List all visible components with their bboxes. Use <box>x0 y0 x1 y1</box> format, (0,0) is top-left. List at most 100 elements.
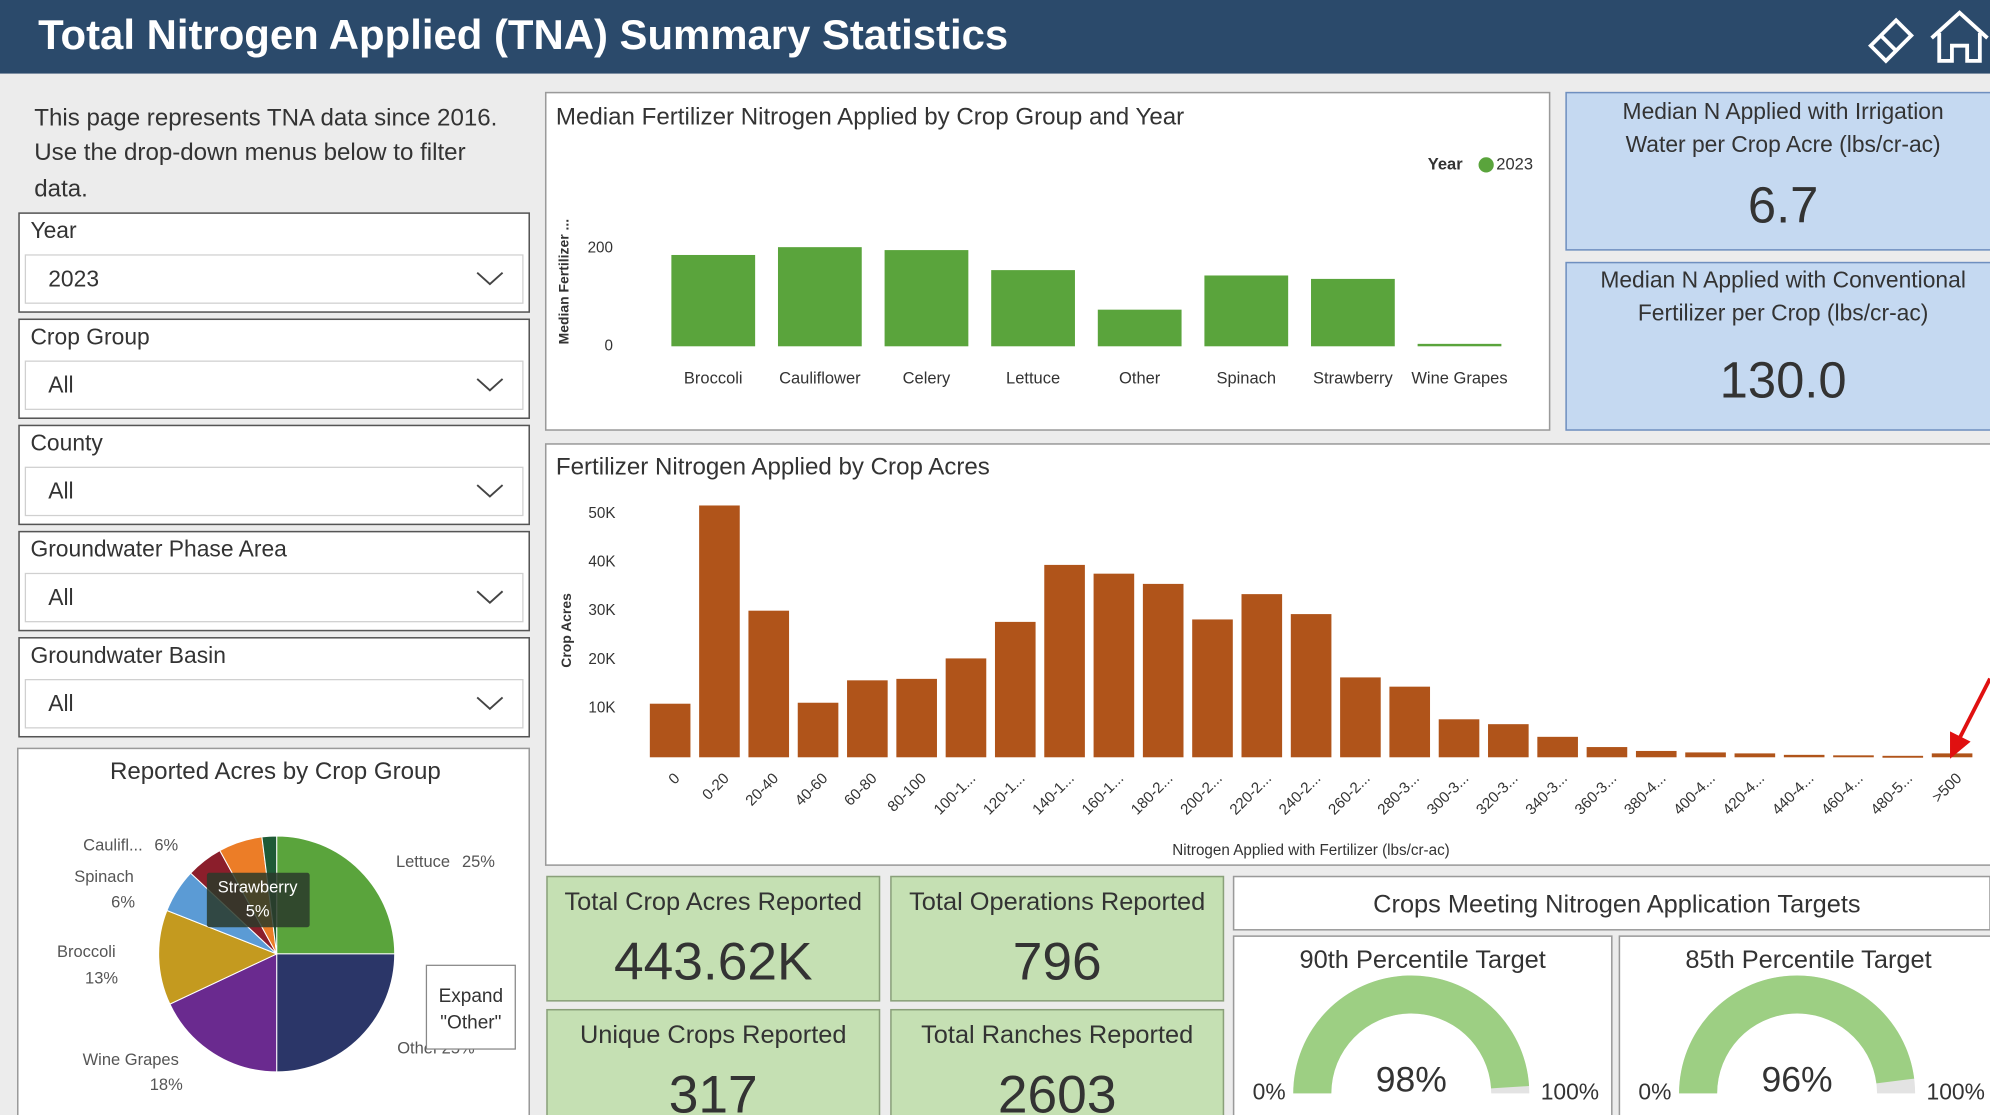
bar <box>1340 677 1381 758</box>
page-title: Total Nitrogen Applied (TNA) Summary Sta… <box>38 11 1008 58</box>
slice-value-label: 25% <box>462 853 495 871</box>
gauge-value-arc <box>1679 975 1915 1094</box>
kpi-card <box>1565 261 1990 431</box>
bar <box>1311 278 1395 347</box>
bar <box>1488 724 1529 758</box>
slice-value-label: 6% <box>111 894 135 912</box>
y-tick-label: 40K <box>588 553 615 570</box>
x-tick-label: Spinach <box>1216 370 1276 388</box>
chart-title: Fertilizer Nitrogen Applied by Crop Acre… <box>556 453 990 480</box>
x-tick-label: Celery <box>903 370 951 388</box>
gauge-min-label: 0% <box>1253 1078 1286 1104</box>
bar <box>1142 583 1184 758</box>
red-arrow <box>1950 677 1990 759</box>
expand-text: "Other" <box>440 1013 501 1034</box>
y-axis-label: Crop Acres <box>558 593 574 668</box>
home-icon[interactable] <box>1930 10 1989 63</box>
gauge-title: 90th Percentile Target <box>1300 946 1546 974</box>
x-tick-label: Cauliflower <box>779 370 861 388</box>
gauge-title-box <box>1232 875 1990 931</box>
bar <box>1586 747 1628 758</box>
slice-label: Broccoli <box>57 943 116 961</box>
bar <box>1389 686 1431 758</box>
total-card <box>546 1008 881 1115</box>
bar <box>1833 755 1874 758</box>
gauge-group-title: Crops Meeting Nitrogen Application Targe… <box>1373 890 1860 918</box>
bar <box>1417 343 1502 347</box>
total-card <box>890 1008 1225 1115</box>
filter-label: Year <box>30 217 77 243</box>
kpi-title: Median N Applied with Conventional <box>1600 267 1966 293</box>
total-card <box>890 875 1225 1002</box>
y-axis-label: Median Fertilizer ... <box>555 219 571 344</box>
x-tick-label: Lettuce <box>1006 370 1060 388</box>
x-tick-label: Other <box>1119 370 1161 388</box>
slice-label: Lettuce <box>396 853 450 871</box>
dropdown[interactable] <box>24 572 524 623</box>
filter-label: Groundwater Basin <box>30 642 225 668</box>
bar <box>945 658 987 758</box>
bar <box>1290 614 1332 758</box>
gauge-min-label: 0% <box>1638 1078 1671 1104</box>
y-tick-label: 0 <box>605 337 613 354</box>
chevron <box>476 484 504 498</box>
bar <box>671 254 756 347</box>
dropdown[interactable] <box>24 254 524 304</box>
pie-slice <box>276 953 396 1073</box>
y-tick-label: 10K <box>588 700 615 717</box>
total-title: Total Crop Acres Reported <box>565 888 862 916</box>
bar <box>1192 619 1233 758</box>
gauge-max-label: 100% <box>1927 1078 1985 1104</box>
chevron <box>476 272 504 286</box>
header-bar <box>0 0 1990 74</box>
bar <box>797 702 839 758</box>
intro-text: This page represents TNA data since 2016… <box>34 105 497 132</box>
legend-swatch <box>1478 157 1494 173</box>
gauge-title: 85th Percentile Target <box>1685 946 1931 974</box>
eraser-icon[interactable] <box>1868 17 1915 64</box>
chart-title: Median Fertilizer Nitrogen Applied by Cr… <box>556 103 1184 130</box>
bar <box>1044 564 1085 758</box>
legend-entry: 2023 <box>1496 155 1533 173</box>
dropdown[interactable] <box>24 466 524 517</box>
legend-title: Year <box>1428 155 1463 173</box>
x-axis-label: Nitrogen Applied with Fertilizer (lbs/cr… <box>1172 842 1449 859</box>
total-value: 796 <box>1013 932 1102 991</box>
chevron <box>476 696 504 711</box>
bar <box>748 610 790 758</box>
gauge-value-label: 98% <box>1376 1059 1447 1099</box>
slice-value-label: 18% <box>150 1076 183 1094</box>
total-value: 317 <box>669 1066 758 1115</box>
total-title: Total Ranches Reported <box>921 1021 1193 1049</box>
dropdown[interactable] <box>24 679 524 729</box>
arrow-shaft <box>1956 677 1990 742</box>
dropdown-value: All <box>48 478 73 504</box>
kpi-title: Fertilizer per Crop (lbs/cr-ac) <box>1638 300 1929 326</box>
pie-slice <box>169 953 278 1073</box>
chevron <box>476 590 504 604</box>
bar <box>847 680 888 758</box>
y-tick-label: 20K <box>588 651 615 668</box>
dropdown[interactable] <box>24 360 524 410</box>
kpi-card <box>1565 91 1990 251</box>
dropdown-value: All <box>48 584 73 610</box>
bar <box>1241 594 1283 758</box>
y-tick-label: 30K <box>588 602 615 619</box>
slice-value-label: 6% <box>154 836 178 854</box>
bar <box>699 505 740 758</box>
kpi-title: Water per Crop Acre (lbs/cr-ac) <box>1626 131 1941 157</box>
expand-button[interactable] <box>425 964 516 1050</box>
bar <box>1882 755 1924 758</box>
total-value: 2603 <box>998 1066 1117 1115</box>
filter-label: Crop Group <box>30 323 149 349</box>
label-box <box>206 872 310 928</box>
bar <box>1734 753 1776 758</box>
kpi-value: 130.0 <box>1720 352 1847 409</box>
kpi-title: Median N Applied with Irrigation <box>1623 98 1944 124</box>
arrow-head <box>1950 731 1971 759</box>
y-tick-label: 50K <box>588 505 615 522</box>
bar <box>649 703 691 758</box>
total-title: Total Operations Reported <box>909 888 1205 916</box>
bar <box>991 270 1075 347</box>
slice-label: Strawberry <box>218 878 298 896</box>
